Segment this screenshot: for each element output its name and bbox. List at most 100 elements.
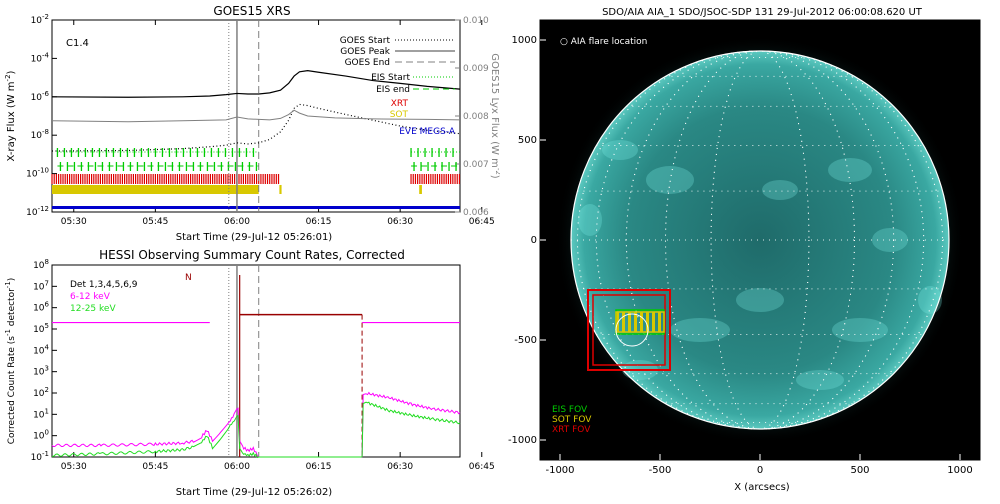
aia-legend-xrt: XRT FOV: [552, 425, 591, 435]
sot-fov-strip: [646, 312, 649, 332]
sun-grid-lon: [576, 50, 944, 430]
goes-panel: GOES15 XRS C1.4 X-ray Flux (W m-2) GOES1…: [0, 0, 577, 245]
sun-active-region: [670, 318, 730, 342]
sot-fov-strip: [652, 312, 655, 332]
legend-xrt: XRT: [391, 99, 409, 109]
sun-active-region: [918, 286, 942, 314]
aia-legend-sot: SOT FOV: [552, 415, 592, 425]
legend-eis-start: EIS Start: [371, 73, 410, 83]
sun-active-region: [796, 370, 844, 390]
sun-grid-lon: [625, 50, 895, 430]
goes-marks: 05:3005:4506:0006:1506:3006:4507:0010-12…: [26, 13, 576, 227]
goes-ytick-label: 10-8: [31, 128, 49, 141]
aia-ytick-label: 0: [531, 235, 537, 246]
legend-eis-end: EIS end: [376, 85, 410, 95]
hessi-legend: Det 1,3,4,5,6,9 6-12 keV 12-25 keV N: [70, 273, 192, 314]
legend-sot: SOT: [390, 110, 409, 120]
goes-ytick-label: 10-10: [26, 167, 49, 180]
sun-grid-lon: [710, 50, 810, 430]
hessi-ytick-label: 101: [33, 407, 49, 420]
legend-goes-peak: GOES Peak: [340, 47, 390, 57]
sun-active-region: [828, 158, 872, 182]
hessi-marks: 05:3005:4506:0006:1506:3006:4507:0010-11…: [31, 258, 577, 472]
sun-active-region: [578, 204, 602, 236]
hessi-ytick-label: 106: [33, 301, 49, 314]
goes-series-gray: [51, 109, 461, 123]
aia-marks: [555, 35, 965, 445]
hessi-y-label: Corrected Count Rate (s-1 detector-1): [4, 278, 17, 445]
hessi-chart: HESSI Observing Summary Count Rates, Cor…: [4, 248, 577, 498]
hessi-n-label: N: [185, 273, 192, 283]
sot-fov-box: [615, 311, 665, 333]
legend-eve: EVE MEGS-A: [399, 127, 456, 137]
hessi-ytick-label: 105: [33, 322, 49, 335]
sun-active-region: [832, 318, 888, 342]
legend-high: 12-25 keV: [70, 304, 116, 314]
goes-xtick-label: 05:45: [142, 217, 168, 227]
goes-y2tick-label: 0.007: [463, 160, 489, 170]
hessi-series-2: [51, 401, 461, 459]
flare-location-circle: [615, 313, 649, 347]
goes-xtick-label: 06:30: [387, 217, 413, 227]
xrt-fov-box-small: [587, 289, 671, 371]
sun-active-region: [646, 166, 694, 194]
goes-xtick-label: 05:30: [61, 217, 87, 227]
aia-chart: SDO/AIA AIA_1 SDO/JSOC-SDP 131 29-Jul-20…: [508, 7, 981, 493]
aia-flare-symbol: ○: [560, 37, 568, 47]
hessi-ytick-label: 108: [33, 258, 49, 271]
hessi-title: HESSI Observing Summary Count Rates, Cor…: [99, 248, 405, 262]
hessi-ytick-label: 103: [33, 365, 49, 378]
goes-y2tick-label: 0.009: [463, 64, 489, 74]
aia-panel: SDO/AIA AIA_1 SDO/JSOC-SDP 131 29-Jul-20…: [500, 0, 1000, 500]
aia-xtick-label: -1000: [545, 465, 574, 476]
hessi-ytick-label: 107: [33, 279, 49, 292]
sot-bar: [52, 185, 259, 194]
sun-active-region: [872, 228, 908, 252]
goes-title: GOES15 XRS: [213, 4, 290, 18]
sot-fov-strip: [634, 312, 637, 332]
aia-ytick-label: -500: [514, 335, 537, 346]
hessi-xtick-label: 06:15: [306, 462, 332, 472]
goes-xtick-label: 06:45: [469, 217, 495, 227]
hessi-ytick-label: 10-1: [31, 450, 49, 463]
hessi-xtick-label: 06:30: [387, 462, 413, 472]
goes-ytick-label: 10-6: [31, 90, 50, 103]
hessi-panel: HESSI Observing Summary Count Rates, Cor…: [0, 245, 577, 500]
sot-bar: [279, 185, 282, 194]
goes-chart: GOES15 XRS C1.4 X-ray Flux (W m-2) GOES1…: [4, 4, 577, 243]
hessi-ytick-label: 104: [33, 343, 49, 356]
aia-x-label: X (arcsecs): [734, 482, 790, 493]
sot-bar: [419, 185, 422, 194]
aia-ytick-label: -1000: [508, 435, 537, 446]
aia-xtick-label: 0: [757, 465, 763, 476]
legend-low: 6-12 keV: [70, 292, 111, 302]
aia-ytick-label: 500: [518, 135, 537, 146]
goes-series-dotted: [51, 103, 461, 152]
goes-class-label: C1.4: [66, 38, 89, 49]
hessi-ytick-label: 102: [33, 386, 49, 399]
goes-series-solid: [51, 70, 461, 98]
aia-xtick-label: 1000: [947, 465, 972, 476]
sot-fov-strip: [622, 312, 625, 332]
xrt-fov-box-inner: [592, 294, 666, 366]
aia-flare-label: ○ AIA flare location: [560, 37, 647, 47]
goes-ytick-label: 10-2: [31, 13, 49, 26]
hessi-xtick-label: 06:45: [469, 462, 495, 472]
hessi-x-label: Start Time (29-Jul-12 05:26:02): [176, 487, 333, 498]
goes-xtick-label: 06:00: [224, 217, 250, 227]
sun-active-region: [762, 180, 798, 200]
goes-y2tick-label: 0.010: [463, 16, 489, 26]
hessi-ytick-label: 100: [33, 429, 49, 442]
sot-fov-strip: [640, 312, 643, 332]
sot-fov-strip: [628, 312, 631, 332]
hessi-xtick-label: 05:45: [142, 462, 168, 472]
aia-xtick-label: 500: [850, 465, 869, 476]
goes-y2-label: GOES15 Lyx Flux (W m-2): [489, 53, 500, 179]
hessi-plot-frame: [51, 264, 461, 458]
hessi-xtick-label: 05:30: [61, 462, 87, 472]
hessi-xtick-label: 06:00: [224, 462, 250, 472]
sun-limb: [570, 50, 950, 430]
legend-goes-start: GOES Start: [340, 36, 391, 46]
sun-active-region: [736, 288, 784, 312]
aia-xtick-label: -500: [649, 465, 672, 476]
